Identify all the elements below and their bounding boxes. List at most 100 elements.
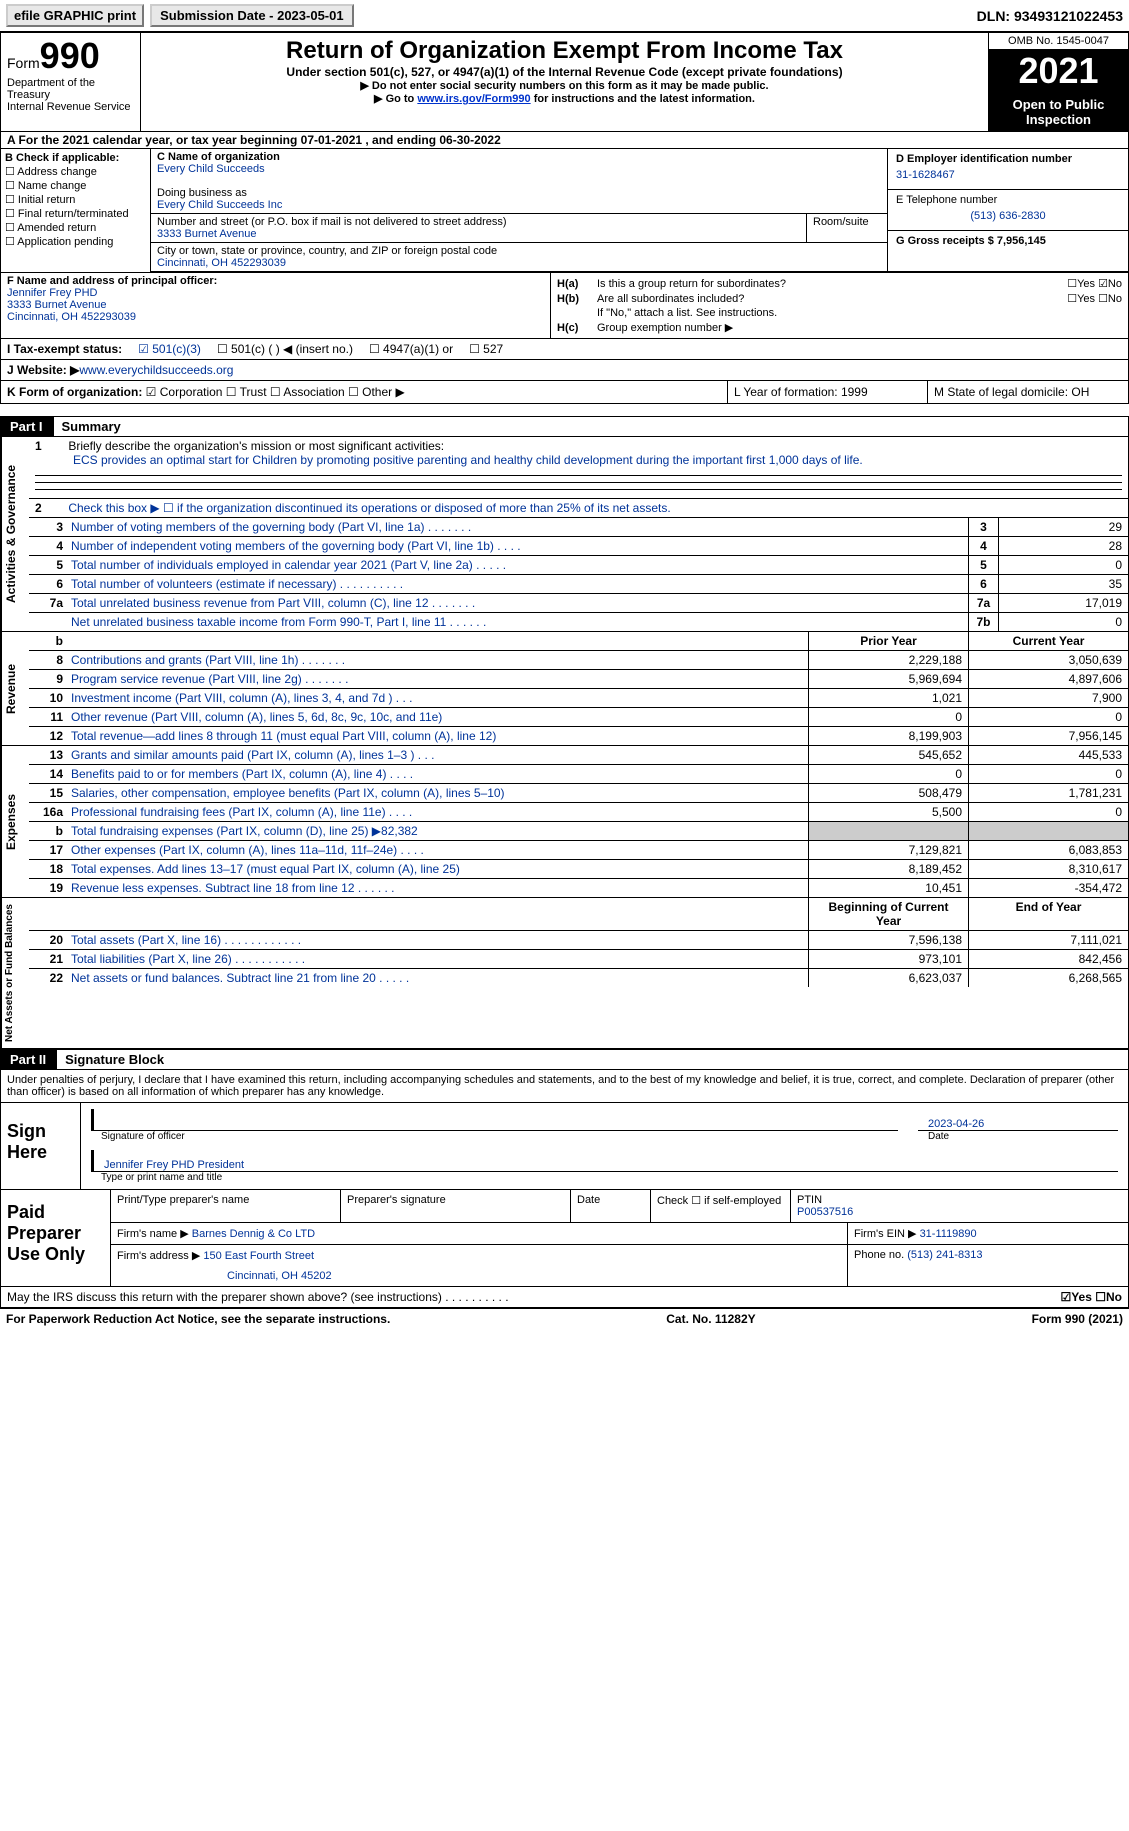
sig-date: 2023-04-26: [918, 1109, 1118, 1131]
irs-link[interactable]: www.irs.gov/Form990: [417, 93, 530, 105]
cb-application-pending[interactable]: ☐ Application pending: [5, 235, 146, 248]
line-num: 19: [29, 879, 67, 897]
col-h: H(a) Is this a group return for subordin…: [551, 273, 1128, 338]
exp-rows: 13 Grants and similar amounts paid (Part…: [29, 746, 1128, 897]
line-val: 35: [998, 575, 1128, 593]
line-nbox: 4: [968, 537, 998, 555]
city-label: City or town, state or province, country…: [157, 245, 881, 257]
net-section: Net Assets or Fund Balances Beginning of…: [0, 898, 1129, 1049]
j-label: J Website: ▶: [7, 363, 79, 377]
line-val: 17,019: [998, 594, 1128, 612]
cb-501c[interactable]: ☐ 501(c) ( ) ◀ (insert no.): [217, 342, 353, 356]
table-row: Net unrelated business taxable income fr…: [29, 613, 1128, 631]
cb-501c3[interactable]: ☑ 501(c)(3): [138, 342, 201, 356]
table-row: 16a Professional fundraising fees (Part …: [29, 803, 1128, 822]
line-desc: Benefits paid to or for members (Part IX…: [67, 765, 808, 783]
net-h-ln: [29, 898, 67, 930]
footer: For Paperwork Reduction Act Notice, see …: [0, 1308, 1129, 1329]
cb-amended-return[interactable]: ☐ Amended return: [5, 221, 146, 234]
officer-street: 3333 Burnet Avenue: [7, 299, 544, 311]
line1-num: 1: [35, 439, 65, 453]
form-label: Form: [7, 55, 40, 71]
line-num: 16a: [29, 803, 67, 821]
exp-section: Expenses 13 Grants and similar amounts p…: [0, 746, 1129, 898]
footer-mid: Cat. No. 11282Y: [666, 1312, 755, 1326]
line-num: 14: [29, 765, 67, 783]
hb-desc: [67, 632, 808, 650]
pp-row1: Print/Type preparer's name Preparer's si…: [111, 1190, 1128, 1223]
row-i-tax-status: I Tax-exempt status: ☑ 501(c)(3) ☐ 501(c…: [0, 339, 1129, 360]
sig-date-col: 2023-04-26 Date: [918, 1109, 1118, 1142]
line-desc: Total revenue—add lines 8 through 11 (mu…: [67, 727, 808, 745]
curr-val: 0: [968, 765, 1128, 783]
curr-val: 445,533: [968, 746, 1128, 764]
ag-rows: 3 Number of voting members of the govern…: [29, 518, 1128, 631]
ptin: P00537516: [797, 1206, 1122, 1218]
line-num: 12: [29, 727, 67, 745]
line-desc: Total expenses. Add lines 13–17 (must eq…: [67, 860, 808, 878]
prior-val: 0: [808, 765, 968, 783]
line-num: 13: [29, 746, 67, 764]
line-desc: Other revenue (Part VIII, column (A), li…: [67, 708, 808, 726]
officer-typed-name: Jennifer Frey PHD President: [91, 1150, 1118, 1172]
hb-boxes[interactable]: ☐Yes ☐No: [1067, 292, 1122, 305]
pp-selfemp[interactable]: Check ☐ if self-employed: [651, 1190, 791, 1222]
curr-val: 8,310,617: [968, 860, 1128, 878]
end-year-header: End of Year: [968, 898, 1128, 930]
line-num: 11: [29, 708, 67, 726]
org-name-row: C Name of organization Every Child Succe…: [151, 149, 887, 214]
prior-val: 7,129,821: [808, 841, 968, 859]
pp-name-label: Print/Type preparer's name: [111, 1190, 341, 1222]
sig-declaration: Under penalties of perjury, I declare th…: [1, 1070, 1128, 1102]
cb-4947[interactable]: ☐ 4947(a)(1) or: [369, 342, 453, 356]
line-num: 7a: [29, 594, 67, 612]
ag-content: 1 Briefly describe the organization's mi…: [29, 437, 1128, 631]
i-label: I Tax-exempt status:: [7, 342, 122, 356]
rev-content: b Prior Year Current Year 8 Contribution…: [29, 632, 1128, 745]
firm-ein-cell: Firm's EIN ▶ 31-1119890: [848, 1223, 1128, 1244]
firm-phone: (513) 241-8313: [907, 1249, 982, 1261]
curr-val: -354,472: [968, 879, 1128, 897]
ha-boxes[interactable]: ☐Yes ☑No: [1067, 277, 1122, 290]
prior-val: 8,199,903: [808, 727, 968, 745]
efile-print-btn[interactable]: efile GRAPHIC print: [6, 4, 144, 27]
curr-val: 3,050,639: [968, 651, 1128, 669]
sig-line[interactable]: [91, 1109, 898, 1131]
j-website[interactable]: www.everychildsucceeds.org: [79, 363, 233, 377]
city-row: City or town, state or province, country…: [151, 243, 887, 271]
hc-label: H(c): [557, 322, 597, 334]
gross-label: G Gross receipts $ 7,956,145: [896, 235, 1120, 247]
firm-ein-label: Firm's EIN ▶: [854, 1228, 917, 1240]
form-title: Return of Organization Exempt From Incom…: [149, 37, 980, 65]
prior-val: 5,500: [808, 803, 968, 821]
cb-final-return[interactable]: ☐ Final return/terminated: [5, 207, 146, 220]
line2-text: Check this box ▶ ☐ if the organization d…: [68, 501, 670, 515]
line-num: 21: [29, 950, 67, 968]
curr-val: 4,897,606: [968, 670, 1128, 688]
cb-527[interactable]: ☐ 527: [469, 342, 503, 356]
type-name-label: Type or print name and title: [91, 1172, 1118, 1183]
cb-name-change[interactable]: ☐ Name change: [5, 179, 146, 192]
discuss-boxes[interactable]: ☑Yes ☐No: [1060, 1290, 1122, 1304]
ha-label: H(a): [557, 278, 597, 290]
cb-address-change[interactable]: ☐ Address change: [5, 165, 146, 178]
pp-row2: Firm's name ▶ Barnes Dennig & Co LTD Fir…: [111, 1223, 1128, 1245]
col-f-officer: F Name and address of principal officer:…: [1, 273, 551, 338]
table-row: 20 Total assets (Part X, line 16) . . . …: [29, 931, 1128, 950]
line-desc: Total unrelated business revenue from Pa…: [67, 594, 968, 612]
rev-rows: 8 Contributions and grants (Part VIII, l…: [29, 651, 1128, 745]
cb-initial-return[interactable]: ☐ Initial return: [5, 193, 146, 206]
line-desc: Number of voting members of the governin…: [67, 518, 968, 536]
mission-text: ECS provides an optimal start for Childr…: [35, 453, 1122, 469]
firm-addr-cell: Firm's address ▶ 150 East Fourth Street …: [111, 1245, 848, 1286]
net-content: Beginning of Current Year End of Year 20…: [29, 898, 1128, 1048]
curr-val: 7,956,145: [968, 727, 1128, 745]
k-cell: K Form of organization: ☑ Corporation ☐ …: [1, 381, 728, 403]
dba-label: Doing business as: [157, 187, 881, 199]
k-opts[interactable]: ☑ Corporation ☐ Trust ☐ Association ☐ Ot…: [146, 385, 405, 399]
table-row: 9 Program service revenue (Part VIII, li…: [29, 670, 1128, 689]
mission-block: 1 Briefly describe the organization's mi…: [29, 437, 1128, 499]
box-c-left: C Name of organization Every Child Succe…: [151, 149, 888, 271]
prior-val: 0: [808, 708, 968, 726]
sig-officer-col: Signature of officer: [91, 1109, 898, 1142]
